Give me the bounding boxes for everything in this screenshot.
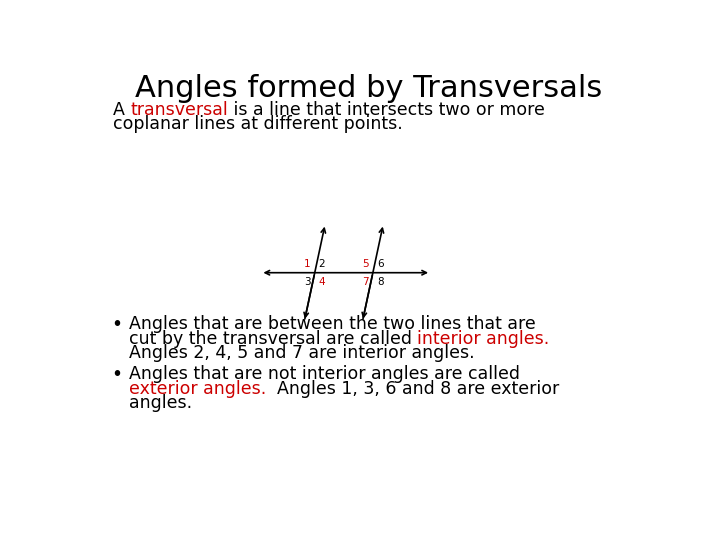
Text: 7: 7: [362, 276, 369, 287]
Text: 2: 2: [319, 259, 325, 269]
Text: 6: 6: [377, 259, 383, 269]
Text: A: A: [113, 101, 130, 119]
Text: Angles 1, 3, 6 and 8 are exterior: Angles 1, 3, 6 and 8 are exterior: [266, 380, 559, 398]
Text: cut by the transversal are called: cut by the transversal are called: [129, 330, 418, 348]
Text: coplanar lines at different points.: coplanar lines at different points.: [113, 115, 403, 133]
Text: 3: 3: [305, 276, 311, 287]
Text: Angles formed by Transversals: Angles formed by Transversals: [135, 74, 603, 103]
Text: 1: 1: [305, 259, 311, 269]
Text: 4: 4: [319, 276, 325, 287]
Text: is a line that intersects two or more: is a line that intersects two or more: [228, 101, 545, 119]
Text: interior angles.: interior angles.: [418, 330, 549, 348]
Text: Angles that are not interior angles are called: Angles that are not interior angles are …: [129, 365, 520, 383]
Text: Angles that are between the two lines that are: Angles that are between the two lines th…: [129, 315, 536, 333]
Text: Angles 2, 4, 5 and 7 are interior angles.: Angles 2, 4, 5 and 7 are interior angles…: [129, 345, 474, 362]
Text: •: •: [112, 365, 123, 384]
Text: exterior angles.: exterior angles.: [129, 380, 266, 398]
Text: 8: 8: [377, 276, 383, 287]
Text: angles.: angles.: [129, 394, 192, 413]
Text: •: •: [112, 315, 123, 334]
Text: transversal: transversal: [130, 101, 228, 119]
Text: 5: 5: [362, 259, 369, 269]
